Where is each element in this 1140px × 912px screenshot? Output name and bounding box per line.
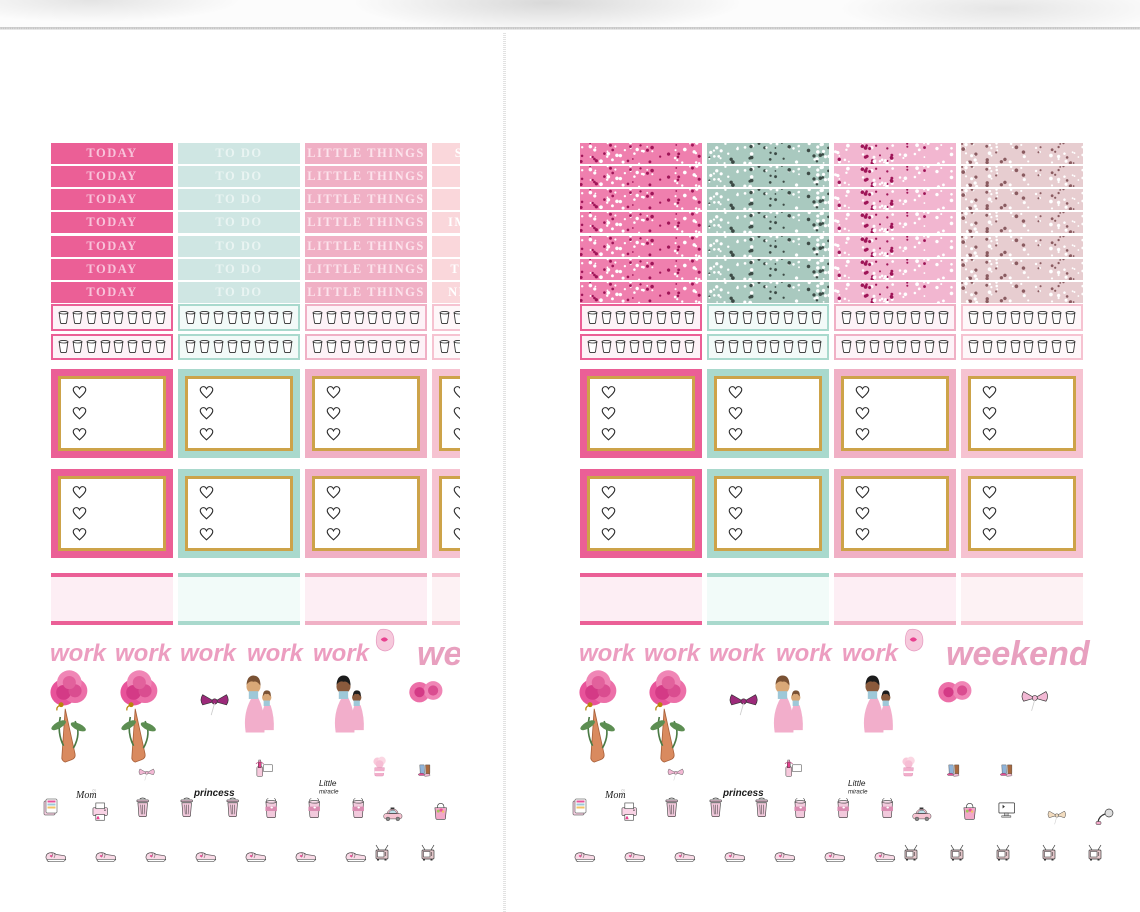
svg-text:princess: princess <box>722 788 764 799</box>
svg-text:work: work <box>247 640 305 667</box>
svg-text:work: work <box>776 640 834 667</box>
svg-text:miracle: miracle <box>319 790 339 796</box>
svg-text:work: work <box>313 640 371 667</box>
svg-text:work: work <box>644 640 702 667</box>
svg-text:work: work <box>180 640 238 667</box>
svg-text:work: work <box>579 640 637 667</box>
svg-text:work: work <box>842 640 900 667</box>
svg-text:princess: princess <box>193 788 235 799</box>
svg-text:weekend: weekend <box>946 635 1091 673</box>
svg-text:work: work <box>50 640 108 667</box>
svg-text:♡: ♡ <box>92 789 97 795</box>
svg-text:♡: ♡ <box>621 789 626 795</box>
svg-text:work: work <box>115 640 173 667</box>
svg-text:Little: Little <box>848 779 866 788</box>
svg-text:Little: Little <box>319 779 337 788</box>
svg-text:work: work <box>709 640 767 667</box>
svg-text:weekend: weekend <box>417 635 460 673</box>
svg-text:miracle: miracle <box>848 790 868 796</box>
